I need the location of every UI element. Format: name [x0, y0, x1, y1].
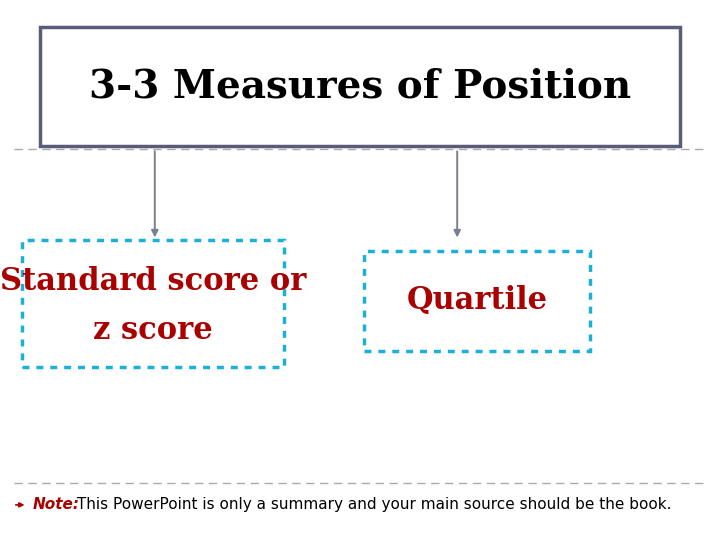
Text: 3-3 Measures of Position: 3-3 Measures of Position [89, 68, 631, 105]
FancyBboxPatch shape [40, 27, 680, 146]
Text: z score: z score [94, 315, 213, 346]
Text: Quartile: Quartile [407, 285, 548, 316]
Text: Standard score or: Standard score or [0, 266, 307, 298]
FancyBboxPatch shape [364, 251, 590, 351]
Text: This PowerPoint is only a summary and your main source should be the book.: This PowerPoint is only a summary and yo… [72, 497, 672, 512]
Text: Note:: Note: [32, 497, 79, 512]
FancyBboxPatch shape [22, 240, 284, 367]
